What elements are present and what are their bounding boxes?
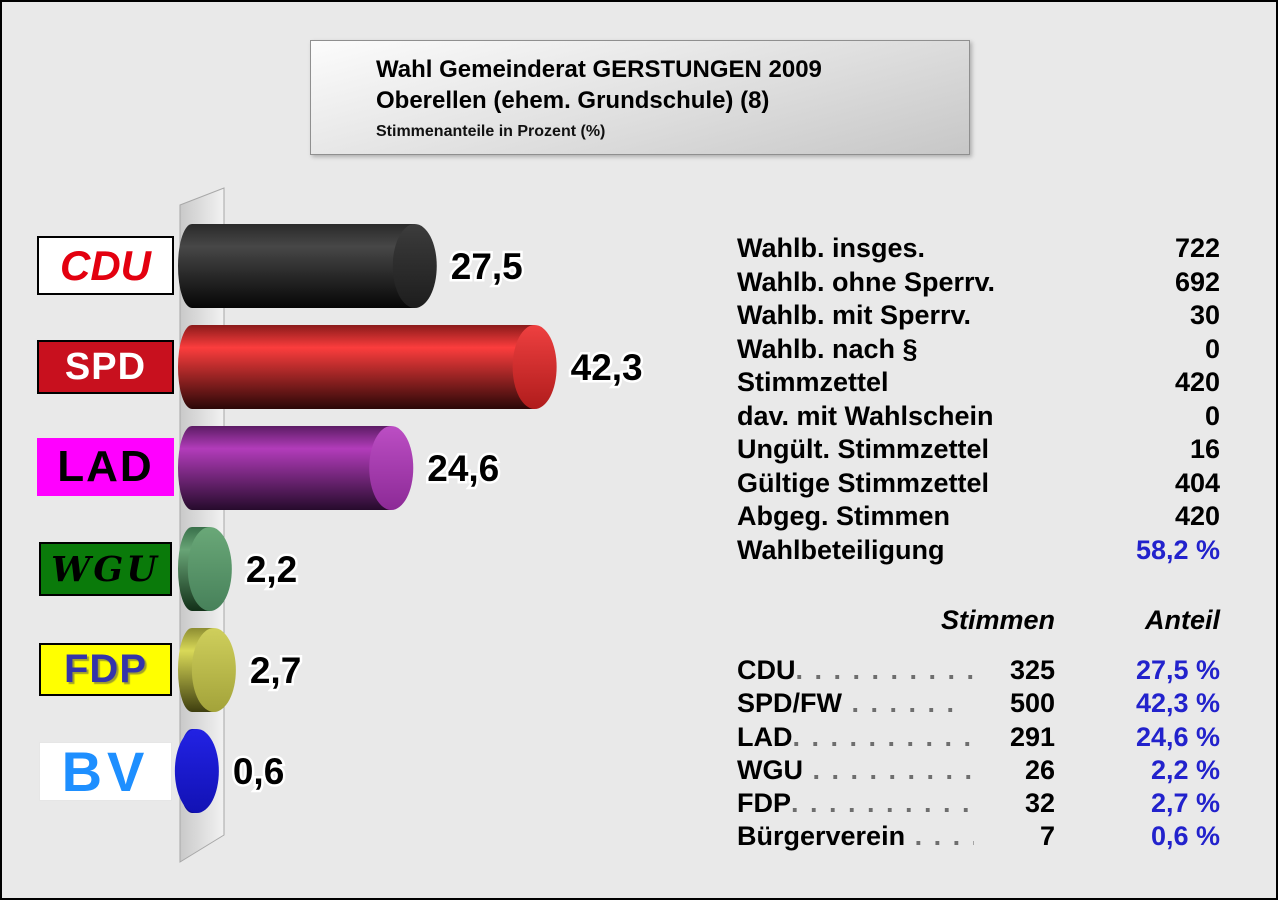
- bar-cdu: [178, 224, 415, 308]
- stat-label: Wahlbeteiligung: [737, 534, 945, 565]
- result-share: 0,6 %: [1150, 821, 1220, 852]
- stat-label: Wahlb. mit Sperrv.: [737, 300, 972, 330]
- stat-row: Wahlb. ohne Sperrv. 692: [737, 266, 1220, 300]
- bar-value-cdu: 27,5: [451, 246, 523, 287]
- leader-dots: . . . . . . . . . .: [795, 655, 975, 685]
- bar-value-lad: 24,6: [427, 448, 499, 489]
- stat-row: Ungült. Stimmzettel 16: [737, 433, 1220, 467]
- leader-dots: . . . .: [905, 821, 974, 852]
- result-party-name: CDU: [737, 655, 796, 685]
- stat-value: 16: [1189, 434, 1220, 464]
- stat-row: dav. mit Wahlschein 0: [737, 400, 1220, 434]
- result-party: FDP. . . . . . . . . . .: [737, 787, 974, 820]
- result-share: 2,2 %: [1150, 754, 1220, 785]
- logo-wgu: WGU: [39, 542, 172, 596]
- stat-value: 0: [1204, 333, 1220, 364]
- result-party-name: Bürgerverein: [737, 821, 906, 852]
- logo-fdp: FDP: [39, 643, 172, 696]
- chart-title-line2: Oberellen (ehem. Grundschule) (8): [376, 87, 770, 114]
- result-party-name: SPD/FW: [737, 688, 842, 719]
- bar-cap-bv: [174, 729, 219, 813]
- result-party: LAD. . . . . . . . . .: [737, 721, 974, 754]
- column-header-votes: Stimmen: [940, 605, 1055, 635]
- column-header-share: Anteil: [1144, 605, 1220, 635]
- result-share: 2,7 %: [1150, 788, 1220, 819]
- result-votes: 325: [1009, 655, 1055, 685]
- stat-value: 0: [1204, 400, 1220, 431]
- result-party-name: WGU: [737, 754, 803, 785]
- stat-label: Wahlb. insges.: [737, 233, 926, 263]
- stat-row: Abgeg. Stimmen 420: [737, 500, 1220, 534]
- stat-row: Wahlbeteiligung 58,2 %: [737, 534, 1220, 568]
- stat-label: Abgeg. Stimmen: [737, 501, 951, 531]
- result-row-bürgerverein: Bürgerverein . . . . 7 0,6 %: [737, 820, 1220, 853]
- result-row-fdp: FDP. . . . . . . . . . . 32 2,7 %: [737, 787, 1220, 820]
- result-row-cdu: CDU. . . . . . . . . . 325 27,5 %: [737, 654, 1220, 687]
- summary-stats: Wahlb. insges. 722 Wahlb. ohne Sperrv. 692 W…: [737, 232, 1220, 567]
- stat-row: Wahlb. nach § 0: [737, 333, 1220, 367]
- bar-cap-fdp: [191, 628, 236, 712]
- result-row-spdfw: SPD/FW . . . . . . 500 42,3 %: [737, 687, 1220, 720]
- results-table-header: Stimmen Anteil: [737, 604, 1220, 637]
- result-share: 27,5 %: [1135, 655, 1220, 685]
- bar-value-spd: 42,3: [571, 347, 643, 388]
- bar-cap-cdu: [392, 224, 437, 308]
- result-votes: 7: [1039, 821, 1055, 852]
- stat-row: Stimmzettel 420: [737, 366, 1220, 400]
- bar-lad: [178, 426, 392, 510]
- chart-subtitle: Stimmenanteile in Prozent (%): [376, 123, 606, 140]
- result-party-name: LAD: [737, 721, 793, 752]
- chart-title-line1: Wahl Gemeinderat GERSTUNGEN 2009: [376, 56, 822, 83]
- result-party: WGU . . . . . . . . . .: [737, 754, 974, 787]
- stat-row: Gültige Stimmzettel 404: [737, 467, 1220, 501]
- stat-value: 420: [1174, 367, 1220, 397]
- result-party: SPD/FW . . . . . .: [737, 687, 974, 720]
- result-votes: 500: [1009, 688, 1055, 719]
- bar-spd: [178, 325, 535, 409]
- stat-label: Gültige Stimmzettel: [737, 467, 990, 498]
- bar-value-fdp: 2,7: [250, 650, 301, 691]
- bar-cap-lad: [369, 426, 414, 510]
- bar-cap-spd: [512, 325, 557, 409]
- results-table: Stimmen Anteil CDU. . . . . . . . . . 325…: [737, 604, 1220, 854]
- logo-lad: LAD: [37, 438, 174, 496]
- result-party: CDU. . . . . . . . . .: [737, 654, 974, 687]
- stat-value: 722: [1174, 233, 1220, 263]
- leader-dots: . . . . . .: [842, 688, 957, 719]
- stat-value: 30: [1189, 300, 1220, 330]
- results-table-body: CDU. . . . . . . . . . 325 27,5 % SPD/FW . …: [737, 654, 1220, 854]
- stat-value: 404: [1174, 467, 1220, 498]
- logo-bv: BV: [39, 740, 172, 803]
- stat-value: 58,2 %: [1135, 534, 1220, 565]
- result-party: Bürgerverein . . . .: [737, 820, 974, 853]
- bar-value-wgu: 2,2: [246, 549, 297, 590]
- logo-spd: SPD: [37, 340, 174, 394]
- stat-label: Stimmzettel: [737, 367, 889, 397]
- result-share: 24,6 %: [1135, 721, 1220, 752]
- stat-row: Wahlb. insges. 722: [737, 232, 1220, 266]
- result-votes: 291: [1009, 721, 1055, 752]
- stat-label: Ungült. Stimmzettel: [737, 434, 990, 464]
- leader-dots: . . . . . . . . . .: [792, 721, 974, 752]
- stat-row: Wahlb. mit Sperrv. 30: [737, 299, 1220, 333]
- bar-value-bv: 0,6: [233, 751, 284, 792]
- bar-cap-wgu: [187, 527, 232, 611]
- result-share: 42,3 %: [1135, 688, 1220, 719]
- stat-label: Wahlb. nach §: [737, 333, 918, 364]
- title-box: Wahl Gemeinderat GERSTUNGEN 2009 Oberell…: [310, 40, 970, 155]
- logo-cdu: CDU: [37, 236, 174, 295]
- result-row-lad: LAD. . . . . . . . . . 291 24,6 %: [737, 721, 1220, 754]
- stat-label: Wahlb. ohne Sperrv.: [737, 266, 996, 297]
- result-party-name: FDP: [737, 788, 791, 819]
- leader-dots: . . . . . . . . . .: [812, 754, 974, 785]
- stat-value: 692: [1174, 266, 1220, 297]
- stat-value: 420: [1174, 501, 1220, 531]
- result-votes: 26: [1024, 754, 1055, 785]
- result-row-wgu: WGU . . . . . . . . . . 26 2,2 %: [737, 754, 1220, 787]
- stat-label: dav. mit Wahlschein: [737, 400, 994, 431]
- result-votes: 32: [1024, 788, 1055, 819]
- leader-dots: . . . . . . . . . . .: [791, 788, 974, 819]
